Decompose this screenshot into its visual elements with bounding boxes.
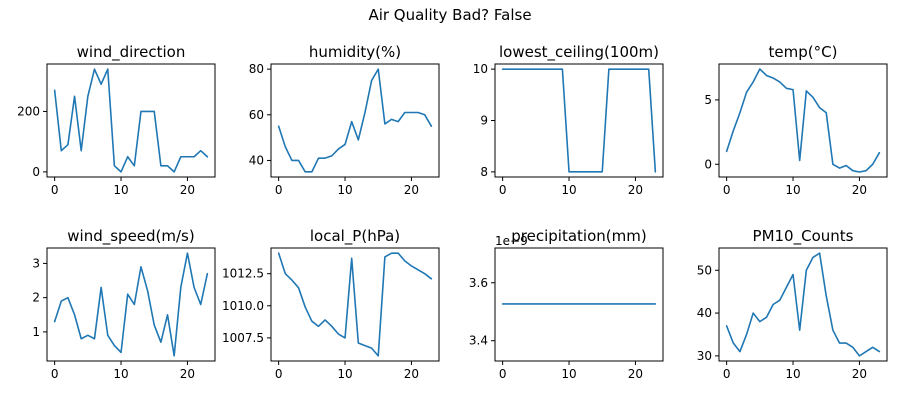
subplot-title: local_P(hPa) (310, 227, 400, 246)
x-tick-label: 10 (785, 367, 800, 381)
series-line (53, 252, 209, 357)
subplot-title: humidity(%) (309, 43, 401, 61)
axes-frame (494, 247, 664, 362)
y-tick-label: 200 (17, 104, 40, 118)
x-tick-label: 20 (180, 367, 195, 381)
subplot-5: local_P(hPa) 0 10 20 1007.5 1010.0 1012.5 (222, 227, 440, 381)
x-tick-label: 0 (499, 367, 507, 381)
x-tick-label: 20 (404, 367, 419, 381)
x-tick-label: 0 (51, 183, 59, 197)
x-tick-label: 20 (628, 183, 643, 197)
subplot-title: wind_speed(m/s) (67, 227, 194, 246)
subplot-title: PM10_Counts (753, 227, 854, 246)
axes-frame (494, 63, 664, 178)
x-tick-label: 20 (628, 367, 643, 381)
series-line (725, 68, 881, 173)
subplot-title: temp(°C) (769, 43, 838, 61)
y-tick-label: 40 (249, 153, 264, 167)
x-tick-label: 10 (337, 367, 352, 381)
series-line (277, 252, 433, 357)
y-tick-label: 1 (32, 325, 40, 339)
series-line (501, 68, 657, 173)
y-tick-label: 40 (697, 306, 712, 320)
subplot-7: PM10_Counts 0 10 20 30 40 50 (697, 227, 888, 381)
series-line (277, 68, 433, 173)
x-tick-label: 0 (723, 367, 731, 381)
y-tick-label: 1007.5 (222, 331, 264, 345)
x-tick-label: 10 (561, 367, 576, 381)
x-tick-label: 20 (180, 183, 195, 197)
x-tick-label: 0 (723, 183, 731, 197)
x-tick-label: 10 (785, 183, 800, 197)
y-tick-label: 9 (480, 114, 488, 128)
subplot-title: precipitation(mm) (511, 227, 646, 245)
x-tick-label: 20 (404, 183, 419, 197)
axes-frame (46, 247, 216, 362)
x-tick-label: 0 (275, 367, 283, 381)
y-tick-label: 2 (32, 291, 40, 305)
y-tick-label: 80 (249, 62, 264, 76)
x-tick-label: 0 (499, 183, 507, 197)
x-tick-label: 10 (113, 183, 128, 197)
x-tick-label: 10 (561, 183, 576, 197)
axes-frame (718, 63, 888, 178)
y-tick-label: 3.4 (469, 334, 488, 348)
x-tick-label: 0 (51, 367, 59, 381)
y-tick-label: 3.6 (469, 276, 488, 290)
series-line (725, 252, 881, 357)
series-line (53, 68, 209, 173)
x-tick-label: 10 (113, 367, 128, 381)
axes-frame (270, 63, 440, 178)
subplot-title: lowest_ceiling(100m) (499, 43, 659, 62)
y-tick-label: 50 (697, 263, 712, 277)
x-tick-label: 20 (852, 367, 867, 381)
y-tick-label: 60 (249, 108, 264, 122)
y-tick-label: 8 (480, 165, 488, 179)
subplot-2: lowest_ceiling(100m) 0 10 20 8 9 10 (473, 43, 664, 197)
y-offset-label: 1e−9 (495, 234, 528, 248)
y-tick-label: 1010.0 (222, 299, 264, 313)
y-tick-label: 10 (473, 62, 488, 76)
subplot-title: wind_direction (77, 43, 186, 62)
axes-frame (270, 247, 440, 362)
x-tick-label: 0 (275, 183, 283, 197)
subplot-1: humidity(%) 0 10 20 40 60 80 (249, 43, 440, 197)
y-tick-label: 3 (32, 256, 40, 270)
y-tick-label: 1012.5 (222, 267, 264, 281)
x-tick-label: 20 (852, 183, 867, 197)
y-tick-label: 30 (697, 349, 712, 363)
y-tick-label: 0 (704, 157, 712, 171)
subplot-4: wind_speed(m/s) 0 10 20 1 2 3 (32, 227, 216, 381)
y-tick-label: 0 (32, 165, 40, 179)
subplot-6: precipitation(mm) 0 10 20 3.4 3.6 1e−9 (469, 227, 664, 381)
x-tick-label: 10 (337, 183, 352, 197)
figure-title: Air Quality Bad? False (368, 6, 531, 24)
axes-frame (46, 63, 216, 178)
y-tick-label: 5 (704, 93, 712, 107)
axes-frame (718, 247, 888, 362)
subplot-3: temp(°C) 0 10 20 0 5 (704, 43, 888, 197)
